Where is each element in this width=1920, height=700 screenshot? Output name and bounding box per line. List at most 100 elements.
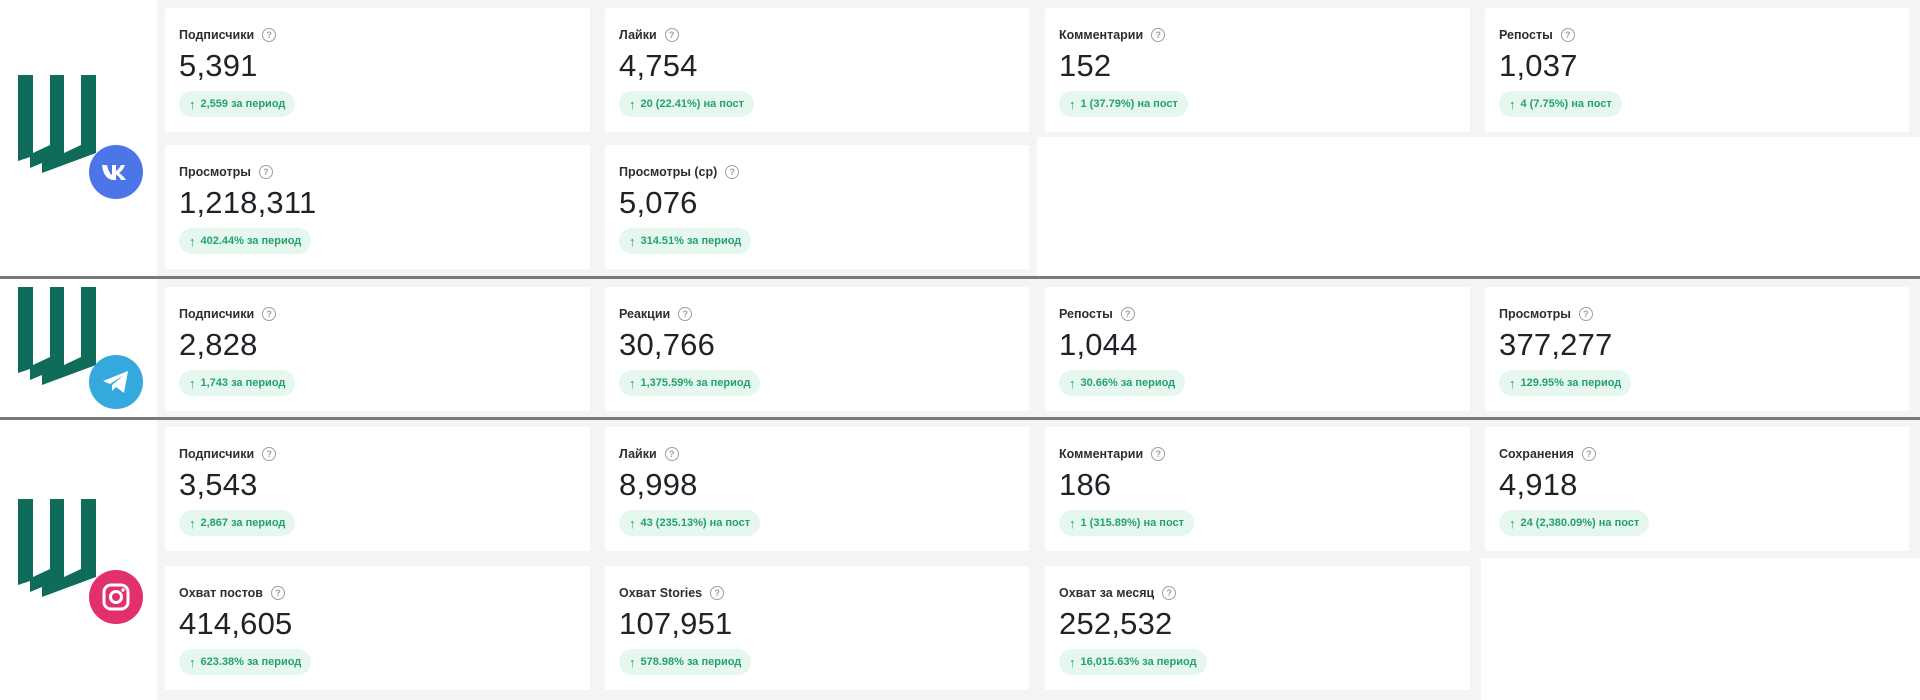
metric-label: Подписчики — [179, 447, 255, 461]
metric-value: 1,044 — [1059, 327, 1138, 362]
arrow-up-icon: ↑ — [1509, 96, 1516, 112]
metric-value: 107,951 — [619, 606, 733, 641]
arrow-up-icon: ↑ — [189, 375, 196, 391]
metric-card-subscribers: Подписчики? 5,391 ↑ 2,559 за период — [165, 8, 590, 132]
change-text: 24 (2,380.09%) на пост — [1520, 517, 1640, 529]
arrow-up-icon: ↑ — [629, 375, 636, 391]
change-badge: ↑ 402.44% за период — [179, 228, 312, 254]
telegram-icon — [89, 355, 143, 409]
help-icon[interactable]: ? — [271, 586, 285, 600]
metric-label: Комментарии — [1059, 447, 1144, 461]
help-icon[interactable]: ? — [1151, 28, 1166, 42]
help-icon[interactable]: ? — [262, 28, 277, 42]
change-text: 314.51% за период — [640, 235, 742, 247]
metric-value: 4,754 — [619, 48, 698, 83]
vk-logo-column — [0, 0, 157, 277]
change-text: 402.44% за период — [200, 235, 302, 247]
telegram-section: Подписчики? 2,828 ↑ 1,743 за период Реакц… — [0, 279, 1920, 418]
arrow-up-icon: ↑ — [1069, 96, 1076, 112]
metric-label: Подписчики — [179, 307, 255, 321]
help-icon[interactable]: ? — [262, 447, 277, 461]
metric-card-post-reach: Охват постов? 414,605 ↑ 623.38% за период — [165, 566, 590, 690]
change-badge: ↑ 30.66% за период — [1059, 370, 1186, 396]
change-text: 623.38% за период — [200, 656, 302, 668]
arrow-up-icon: ↑ — [629, 96, 636, 112]
metric-card-reactions: Реакции? 30,766 ↑ 1,375.59% за период — [605, 287, 1029, 411]
metric-label: Охват за месяц — [1059, 586, 1155, 600]
change-badge: ↑ 2,559 за период — [179, 91, 296, 117]
change-badge: ↑ 1 (37.79%) на пост — [1059, 91, 1188, 117]
metric-card-stories-reach: Охват Stories? 107,951 ↑ 578.98% за перио… — [605, 566, 1029, 690]
change-badge: ↑ 129.95% за период — [1499, 370, 1632, 396]
arrow-up-icon: ↑ — [189, 654, 196, 670]
arrow-up-icon: ↑ — [1069, 375, 1076, 391]
metric-value: 2,828 — [179, 327, 258, 362]
metric-label: Охват постов — [179, 586, 263, 600]
metric-value: 186 — [1059, 467, 1112, 502]
metric-value: 5,076 — [619, 185, 698, 220]
metric-label: Сохранения — [1499, 447, 1574, 461]
help-icon[interactable]: ? — [1578, 307, 1593, 321]
metric-card-saves: Сохранения? 4,918 ↑ 24 (2,380.09%) на пос… — [1485, 427, 1909, 551]
change-badge: ↑ 4 (7.75%) на пост — [1499, 91, 1622, 117]
arrow-up-icon: ↑ — [1509, 375, 1516, 391]
metric-card-subscribers: Подписчики? 3,543 ↑ 2,867 за период — [165, 427, 590, 551]
metric-value: 5,391 — [179, 48, 258, 83]
metric-value: 1,218,311 — [179, 185, 317, 220]
metric-value: 1,037 — [1499, 48, 1578, 83]
arrow-up-icon: ↑ — [1069, 654, 1076, 670]
help-icon[interactable]: ? — [1162, 586, 1177, 600]
telegram-logo-column — [0, 279, 157, 418]
change-text: 1 (37.79%) на пост — [1080, 98, 1178, 110]
section-divider — [0, 417, 1920, 420]
change-text: 16,015.63% за период — [1080, 656, 1197, 668]
vk-section: Подписчики? 5,391 ↑ 2,559 за период Лайки… — [0, 0, 1920, 277]
arrow-up-icon: ↑ — [189, 96, 196, 112]
change-badge: ↑ 1,375.59% за период — [619, 370, 761, 396]
metric-label: Просмотры — [1499, 307, 1571, 321]
metric-value: 252,532 — [1059, 606, 1173, 641]
metric-label: Реакции — [619, 307, 671, 321]
change-text: 129.95% за период — [1520, 377, 1622, 389]
empty-area — [1481, 558, 1920, 700]
metric-value: 377,277 — [1499, 327, 1613, 362]
help-icon[interactable]: ? — [258, 165, 273, 179]
help-icon[interactable]: ? — [664, 28, 679, 42]
help-icon[interactable]: ? — [678, 307, 693, 321]
change-badge: ↑ 1 (315.89%) на пост — [1059, 510, 1195, 536]
empty-area — [1037, 137, 1920, 277]
instagram-section: Подписчики? 3,543 ↑ 2,867 за период Лайки… — [0, 420, 1920, 700]
change-text: 1,743 за период — [200, 377, 286, 389]
change-text: 43 (235.13%) на пост — [640, 517, 751, 529]
metric-card-views: Просмотры? 377,277 ↑ 129.95% за период — [1485, 287, 1909, 411]
change-text: 30.66% за период — [1080, 377, 1176, 389]
metric-value: 8,998 — [619, 467, 698, 502]
change-badge: ↑ 578.98% за период — [619, 649, 752, 675]
metric-value: 3,543 — [179, 467, 258, 502]
change-badge: ↑ 16,015.63% за период — [1059, 649, 1207, 675]
help-icon[interactable]: ? — [664, 447, 679, 461]
change-badge: ↑ 623.38% за период — [179, 649, 312, 675]
help-icon[interactable]: ? — [1120, 307, 1135, 321]
metric-card-comments: Комментарии? 186 ↑ 1 (315.89%) на пост — [1045, 427, 1470, 551]
help-icon[interactable]: ? — [262, 307, 277, 321]
arrow-up-icon: ↑ — [189, 515, 196, 531]
help-icon[interactable]: ? — [1581, 447, 1596, 461]
help-icon[interactable]: ? — [1151, 447, 1166, 461]
instagram-icon — [89, 570, 143, 624]
change-badge: ↑ 24 (2,380.09%) на пост — [1499, 510, 1650, 536]
metric-card-monthly-reach: Охват за месяц? 252,532 ↑ 16,015.63% за п… — [1045, 566, 1470, 690]
metric-value: 30,766 — [619, 327, 716, 362]
metric-label: Комментарии — [1059, 28, 1144, 42]
help-icon[interactable]: ? — [710, 586, 725, 600]
change-text: 20 (22.41%) на пост — [640, 98, 745, 110]
metric-value: 4,918 — [1499, 467, 1578, 502]
metric-card-comments: Комментарии? 152 ↑ 1 (37.79%) на пост — [1045, 8, 1470, 132]
help-icon[interactable]: ? — [725, 165, 740, 179]
change-badge: ↑ 43 (235.13%) на пост — [619, 510, 761, 536]
arrow-up-icon: ↑ — [1069, 515, 1076, 531]
section-divider — [0, 276, 1920, 279]
change-text: 2,867 за период — [200, 517, 286, 529]
instagram-logo-column — [0, 420, 157, 700]
help-icon[interactable]: ? — [1560, 28, 1575, 42]
